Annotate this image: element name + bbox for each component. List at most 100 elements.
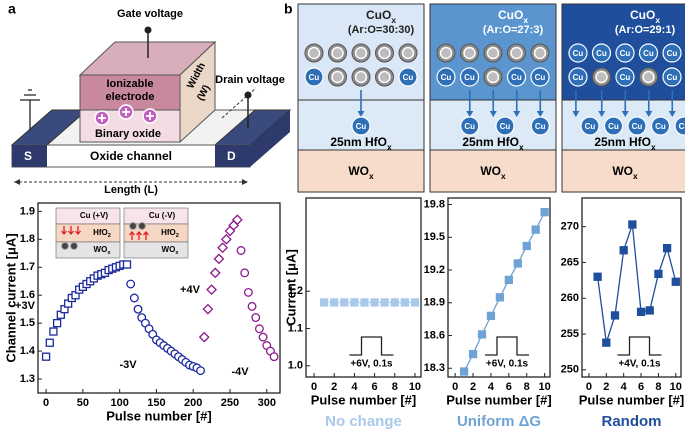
slab-side xyxy=(250,110,290,167)
migration-head xyxy=(621,111,629,117)
cu-label: Cu xyxy=(511,73,522,82)
marker xyxy=(330,298,339,307)
marker xyxy=(645,306,654,315)
annotation: +4V xyxy=(180,284,201,296)
cu-label: Cu xyxy=(596,49,607,58)
y-tick-label: 18.3 xyxy=(424,362,445,374)
marker xyxy=(531,225,540,234)
cu-label: Cu xyxy=(464,73,475,82)
y-axis-label: Current [μA] xyxy=(283,249,298,326)
x-tick-label: 2 xyxy=(331,381,337,393)
cu-atom xyxy=(351,116,371,136)
cu-atom xyxy=(662,43,682,63)
cu-atom xyxy=(506,67,527,87)
marker xyxy=(217,242,229,254)
marker xyxy=(628,220,637,229)
marker xyxy=(126,279,136,289)
drain-dot xyxy=(244,91,252,99)
wox-layer xyxy=(429,149,557,193)
x-tick-label: 0 xyxy=(43,397,49,409)
cu-atom xyxy=(495,116,515,136)
y-tick-label: 19.5 xyxy=(424,231,445,243)
marker xyxy=(41,352,51,361)
oxygen-ring xyxy=(595,70,608,84)
cu-atom xyxy=(398,67,418,87)
marker xyxy=(610,311,620,320)
inset-arrow xyxy=(129,230,135,240)
x-tick-label: 4 xyxy=(488,381,495,393)
marker xyxy=(258,332,268,342)
inset-arrow xyxy=(143,230,149,240)
wox-label: WOx xyxy=(348,164,374,181)
series-line xyxy=(596,224,677,343)
wox-layer xyxy=(297,149,425,193)
cu-atom xyxy=(627,116,647,136)
ion-plus xyxy=(146,112,154,120)
marker xyxy=(198,331,210,343)
marker xyxy=(206,284,218,296)
x-tick-label: 6 xyxy=(372,381,378,393)
y-tick-label: 1.7 xyxy=(20,261,35,273)
marker xyxy=(468,349,478,359)
oxygen-ring xyxy=(463,46,476,60)
inset-label-part: 2 xyxy=(108,233,111,239)
marker xyxy=(636,307,646,316)
y-tick-label: 265 xyxy=(561,256,579,268)
cu-label: Cu xyxy=(643,49,654,58)
oxygen-ring xyxy=(642,70,655,84)
cu-atom xyxy=(530,67,550,87)
inset-ion xyxy=(138,222,146,230)
panel-label: b xyxy=(284,1,293,17)
y-tick-label: 1.2 xyxy=(288,285,303,297)
x-tick-label: 150 xyxy=(147,397,165,409)
length-label: Length (L) xyxy=(104,184,158,196)
marker xyxy=(400,298,410,307)
gate-dot xyxy=(144,26,152,34)
cu-atom xyxy=(662,67,682,87)
x-tick-label: 2 xyxy=(470,381,476,393)
source-front xyxy=(12,145,47,167)
cu-label: Cu xyxy=(620,73,631,82)
cu-atom xyxy=(568,43,588,63)
marker xyxy=(513,259,522,268)
cu-atom xyxy=(615,67,635,87)
ion-plus xyxy=(98,114,106,122)
marker xyxy=(540,208,549,217)
cuox-title-part: CuO xyxy=(630,8,655,22)
wox-label-part: x xyxy=(369,171,374,181)
y-tick-label: 270 xyxy=(561,221,579,233)
pulse-label: +4V, 0.1s xyxy=(618,359,661,370)
x-tick-label: 8 xyxy=(655,381,661,393)
migration-head xyxy=(668,111,676,117)
chart-caption: Uniform ΔG xyxy=(457,413,541,430)
ground xyxy=(20,89,40,130)
y-tick-label: 19.8 xyxy=(424,198,445,210)
drain-label: D xyxy=(227,149,236,163)
marker xyxy=(320,298,329,307)
migration-head xyxy=(466,111,474,117)
cu-label: Cu xyxy=(573,73,584,82)
inset-label: Cu (+V) xyxy=(80,211,109,220)
inset-label-part: 2 xyxy=(176,233,179,239)
x-axis-label: Pulse number [#] xyxy=(446,392,551,407)
marker xyxy=(486,311,496,321)
oxygen-ring xyxy=(533,46,547,60)
marker xyxy=(240,268,250,278)
pulse-label: +6V, 0.1s xyxy=(486,359,529,370)
wox-label-part: x xyxy=(501,171,506,181)
inset-label-part: x xyxy=(175,250,179,256)
cu-label: Cu xyxy=(535,122,546,131)
marker xyxy=(410,298,420,307)
oxygen-ring xyxy=(331,70,344,84)
migration-head xyxy=(513,111,521,117)
marker xyxy=(129,293,139,303)
plot-frame xyxy=(37,202,281,394)
inset-arrow xyxy=(136,230,142,240)
cu-label: Cu xyxy=(667,73,678,82)
x-tick-label: 10 xyxy=(409,381,421,393)
chart-caption: Random xyxy=(602,413,662,430)
cu-atom xyxy=(304,67,324,87)
marker xyxy=(602,338,611,347)
x-tick-label: 300 xyxy=(258,397,276,409)
x-tick-label: 0 xyxy=(586,381,592,393)
